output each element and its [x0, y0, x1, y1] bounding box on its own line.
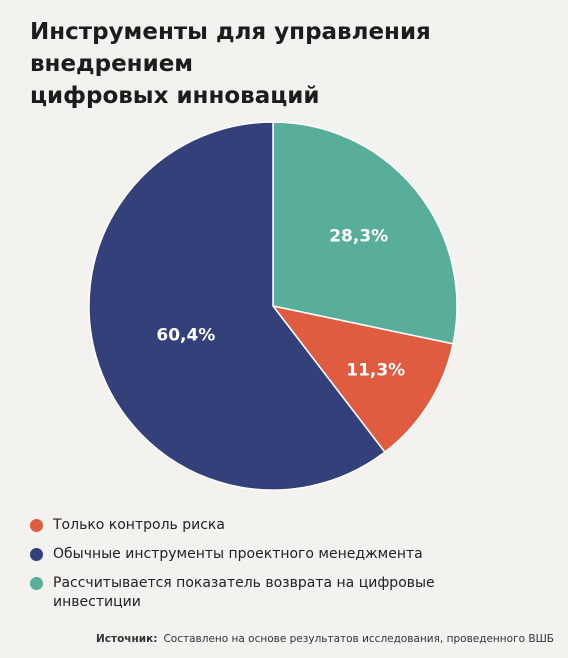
chart-title-line-2: цифровых инноваций: [30, 83, 320, 109]
slice-label-0: 28,3%: [329, 226, 388, 246]
source-text: Составлено на основе результатов исследо…: [163, 633, 554, 645]
chart-title: Инструменты для управления внедрением ци…: [30, 16, 550, 112]
legend-label: Только контроль риска: [53, 517, 225, 533]
chart-title-line-1: Инструменты для управления внедрением: [30, 19, 431, 77]
legend-swatch: [30, 548, 43, 561]
source-prefix: Источник:: [96, 633, 158, 645]
legend-item-digital-roi: Рассчитывается показатель возврата на ци…: [30, 574, 550, 612]
source-note: Источник: Составлено на основе результато…: [96, 633, 554, 645]
legend-item-risk-control: Только контроль риска: [30, 516, 550, 535]
legend-label: Рассчитывается показатель возврата на ци…: [53, 575, 435, 610]
legend: Только контроль риска Обычные инструмент…: [30, 516, 550, 622]
pie-slice-1: [271, 304, 454, 454]
slice-label-2: 60,4%: [156, 326, 215, 346]
slice-label-1: 11,3%: [346, 361, 405, 381]
legend-label: Обычные инструменты проектного менеджмен…: [53, 546, 423, 562]
legend-swatch: [30, 577, 43, 590]
legend-swatch: [30, 519, 43, 532]
pie-slice-0: [272, 121, 458, 345]
pie-slice-2: [88, 121, 386, 491]
legend-item-project-management: Обычные инструменты проектного менеджмен…: [30, 545, 550, 564]
